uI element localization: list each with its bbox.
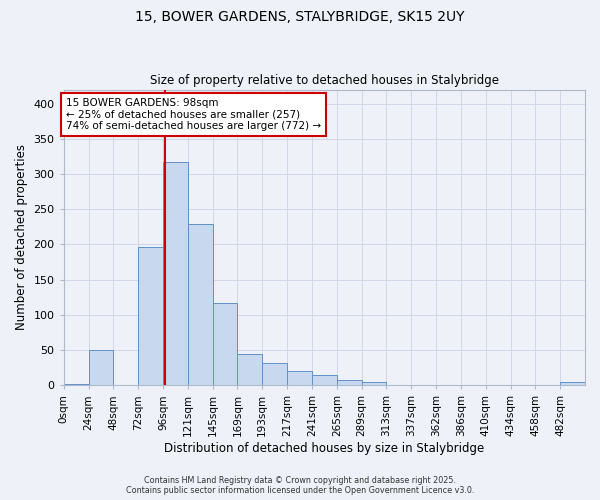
Bar <box>411 384 436 386</box>
Bar <box>212 303 238 386</box>
Bar <box>138 246 163 386</box>
Bar <box>560 382 585 386</box>
Bar <box>386 384 411 386</box>
Bar <box>362 382 386 386</box>
Bar <box>89 350 113 386</box>
Bar <box>312 376 337 386</box>
Bar <box>238 354 262 386</box>
Title: Size of property relative to detached houses in Stalybridge: Size of property relative to detached ho… <box>150 74 499 87</box>
Text: 15, BOWER GARDENS, STALYBRIDGE, SK15 2UY: 15, BOWER GARDENS, STALYBRIDGE, SK15 2UY <box>135 10 465 24</box>
Bar <box>64 384 89 386</box>
Bar <box>337 380 362 386</box>
Bar <box>287 370 312 386</box>
X-axis label: Distribution of detached houses by size in Stalybridge: Distribution of detached houses by size … <box>164 442 484 455</box>
Bar <box>163 162 188 386</box>
Text: 15 BOWER GARDENS: 98sqm
← 25% of detached houses are smaller (257)
74% of semi-d: 15 BOWER GARDENS: 98sqm ← 25% of detache… <box>66 98 321 131</box>
Y-axis label: Number of detached properties: Number of detached properties <box>15 144 28 330</box>
Text: Contains HM Land Registry data © Crown copyright and database right 2025.
Contai: Contains HM Land Registry data © Crown c… <box>126 476 474 495</box>
Bar <box>188 224 212 386</box>
Bar <box>486 384 511 386</box>
Bar <box>262 363 287 386</box>
